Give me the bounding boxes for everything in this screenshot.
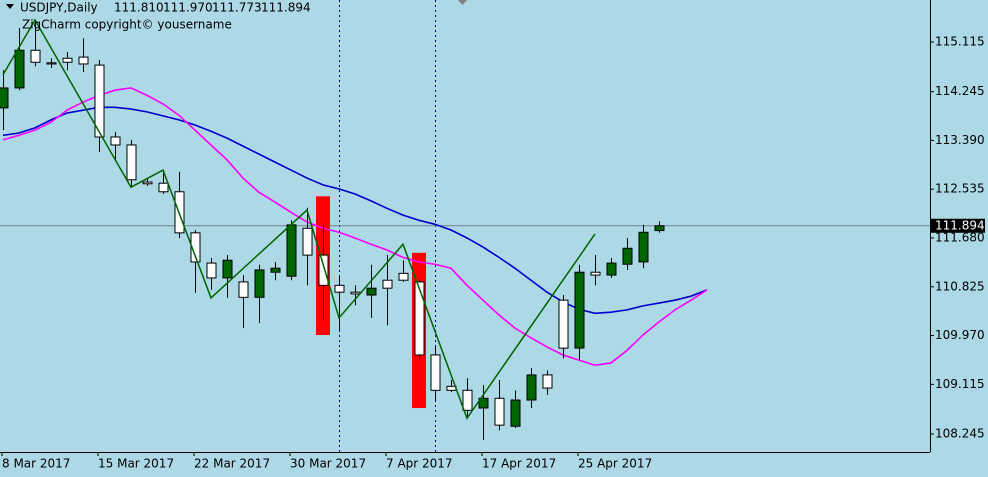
candle-body	[654, 225, 665, 232]
moving-average	[2, 87, 708, 367]
candle-body	[526, 374, 537, 401]
candle-body	[318, 254, 329, 286]
zigzag-line	[2, 18, 596, 420]
quote-high: 111.970	[163, 1, 213, 15]
candle-body	[62, 57, 73, 63]
candle-body	[382, 279, 393, 289]
x-tick-label: 30 Mar 2017	[290, 457, 366, 471]
x-tick-label: 22 Mar 2017	[194, 457, 270, 471]
candle-body	[126, 144, 137, 181]
candle-body	[94, 64, 105, 138]
candle-body	[302, 227, 313, 256]
candle-body	[222, 259, 233, 279]
candle-body	[542, 374, 553, 389]
y-tick-label: 113.390	[935, 133, 985, 147]
y-tick-label: 109.970	[935, 328, 985, 342]
x-tick-label: 15 Mar 2017	[98, 457, 174, 471]
candle-body	[510, 399, 521, 427]
candle-body	[270, 267, 281, 273]
candle-body	[286, 224, 297, 277]
candle-body	[606, 262, 617, 276]
candle-body	[638, 231, 649, 263]
y-tick-label: 108.245	[935, 426, 985, 440]
x-tick-label: 17 Apr 2017	[482, 457, 556, 471]
candle-body	[78, 56, 89, 65]
y-tick-label: 110.825	[935, 279, 985, 293]
candle-body	[574, 271, 585, 349]
y-tick-label: 111.680	[935, 230, 985, 244]
candle-body	[590, 271, 601, 276]
y-tick-label: 115.115	[935, 34, 985, 48]
candle-body	[14, 49, 25, 89]
quote-low: 111.773	[212, 1, 262, 15]
moving-average	[2, 106, 708, 315]
candle-body	[398, 272, 409, 281]
candle-body	[558, 299, 569, 349]
candle-body	[206, 262, 217, 279]
candle-body	[190, 232, 201, 263]
candle-body	[46, 62, 57, 65]
candle-body	[334, 284, 345, 293]
quote-close: 111.894	[261, 1, 311, 15]
candle-body	[142, 181, 153, 185]
candle-body	[0, 87, 9, 109]
candle-body	[462, 389, 473, 411]
candle-body	[366, 287, 377, 296]
candle-body	[494, 397, 505, 426]
indicator-label: ZigCharm copyright© yousername	[22, 18, 232, 32]
candle-body	[478, 397, 489, 409]
candle-body	[622, 247, 633, 265]
x-tick-label: 7 Apr 2017	[386, 457, 453, 471]
last-price-box	[931, 218, 985, 233]
candle-body	[446, 385, 457, 391]
shift-marker	[458, 0, 467, 5]
candle-body	[158, 182, 169, 193]
candle-body	[238, 281, 249, 298]
candle-body	[30, 49, 41, 63]
x-tick-label: 25 Apr 2017	[578, 457, 652, 471]
y-tick-label: 112.535	[935, 182, 985, 196]
chart-title: USDJPY,Daily	[20, 1, 98, 15]
last-price-label: 111.894	[935, 218, 985, 232]
menu-triangle	[6, 4, 14, 9]
candle-body	[254, 269, 265, 298]
candle-body	[110, 136, 121, 146]
candle-body	[414, 281, 425, 356]
y-tick-label: 114.245	[935, 84, 985, 98]
quote-open: 111.810	[114, 1, 164, 15]
candle-body	[350, 291, 361, 295]
candle-body	[430, 354, 441, 391]
y-tick-label: 109.115	[935, 377, 985, 391]
x-tick-label: 8 Mar 2017	[2, 457, 70, 471]
plot-area	[0, 18, 930, 440]
